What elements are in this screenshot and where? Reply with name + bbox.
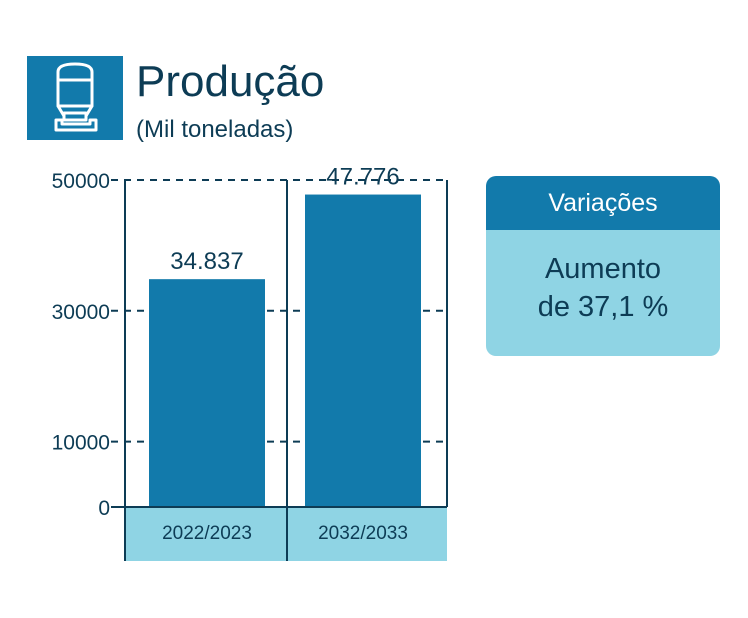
- value-labels: 34.837 47.776: [170, 164, 399, 276]
- category-labels: 2022/2023 2032/2033: [162, 523, 408, 544]
- bar-2032/2033: [305, 194, 421, 507]
- y-axis-ticks: 0 10000 30000 50000: [52, 170, 110, 520]
- silo-icon: [27, 56, 123, 140]
- category-label: 2032/2033: [318, 523, 408, 544]
- value-label: 47.776: [326, 164, 399, 191]
- y-tick-label: 50000: [52, 170, 110, 193]
- bar-2022/2023: [149, 279, 265, 507]
- y-tick-label: 30000: [52, 301, 110, 324]
- chart-title: Produção: [136, 57, 324, 106]
- variations-header: Variações: [486, 176, 720, 230]
- category-label: 2022/2023: [162, 523, 252, 544]
- value-label: 34.837: [170, 248, 243, 275]
- variations-line-2: de 37,1 %: [537, 291, 669, 323]
- y-tick-label: 0: [98, 497, 110, 520]
- plot-frame: [111, 180, 448, 561]
- y-tick-label: 10000: [52, 432, 110, 455]
- bars: [149, 194, 421, 507]
- variations-line-1: Aumento: [544, 253, 662, 285]
- variations-body: Aumento de 37,1 %: [486, 230, 720, 356]
- chart-subtitle: (Mil toneladas): [136, 116, 293, 143]
